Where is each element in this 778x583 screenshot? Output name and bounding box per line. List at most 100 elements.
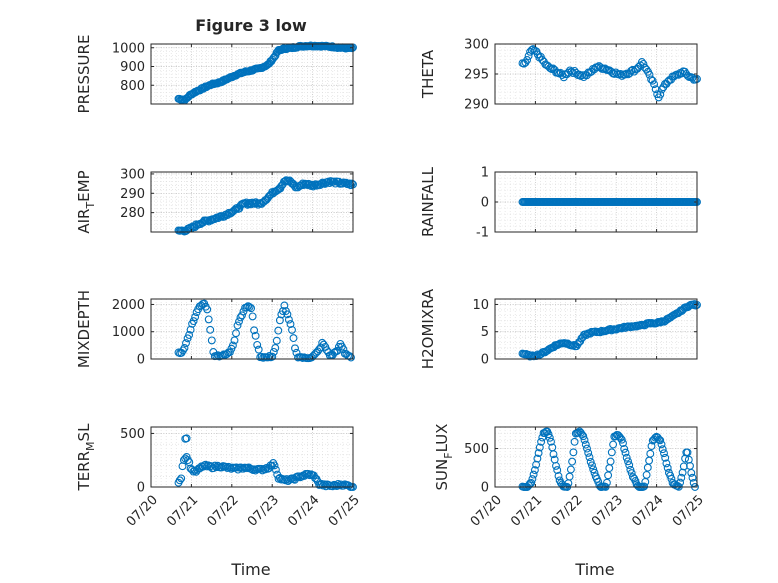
axes-box	[150, 426, 354, 488]
data-point	[581, 440, 590, 449]
data-point	[606, 457, 615, 466]
data-point	[268, 352, 277, 361]
data-point	[524, 52, 533, 60]
data-point	[648, 76, 657, 85]
data-point	[286, 320, 295, 329]
y-tick-label: 10	[472, 298, 489, 313]
data-point	[663, 463, 672, 472]
data-point	[204, 315, 213, 324]
data-point	[304, 469, 313, 478]
subplot-pressure: 800 900 1000 PRESSURE	[75, 35, 357, 114]
data-point	[274, 326, 283, 335]
data-point	[284, 315, 293, 324]
y-tick-label: 295	[464, 68, 489, 83]
data-point	[235, 317, 243, 326]
data-point	[657, 440, 666, 449]
axes-box	[150, 43, 354, 105]
data-point	[586, 457, 595, 466]
y-tick-label: 0	[137, 481, 145, 496]
data-point	[263, 353, 272, 362]
y-tick-label: 900	[120, 60, 145, 75]
y-tick-label: 0	[481, 353, 489, 368]
data-point	[647, 442, 656, 451]
data-point	[271, 465, 280, 474]
y-axis-label: MIXDEPTH	[75, 290, 93, 368]
y-tick-label: 2000	[112, 298, 145, 313]
data-point	[553, 466, 562, 475]
subplot-mixdepth: 0 1000 2000 MIXDEPTH	[75, 290, 355, 368]
data-point	[677, 473, 686, 482]
data-point	[190, 466, 199, 475]
data-point	[628, 65, 637, 74]
data-point	[289, 334, 298, 343]
y-tick-label: 1	[481, 166, 489, 181]
data-point	[679, 462, 688, 471]
axes-box	[494, 426, 698, 488]
data-point	[646, 449, 655, 458]
data-point	[262, 463, 271, 472]
subplot-air: 280 290 300 AIRTEMP	[75, 167, 357, 236]
axes-box	[150, 298, 354, 360]
data-point	[206, 325, 215, 334]
y-axis-label: TERRMSL	[75, 423, 97, 492]
data-point	[617, 435, 626, 444]
data-point	[545, 433, 554, 442]
y-tick-label: 0	[137, 353, 145, 368]
data-point	[242, 303, 251, 312]
figure-title: Figure 3 low	[195, 16, 307, 35]
data-point	[549, 450, 558, 459]
y-tick-label: 800	[120, 79, 145, 94]
data-point	[232, 329, 240, 338]
data-point	[624, 457, 632, 466]
data-point	[257, 352, 266, 361]
y-tick-label: 500	[464, 442, 489, 457]
data-point	[183, 456, 192, 465]
data-point	[604, 471, 613, 480]
data-point	[272, 336, 281, 345]
data-point	[568, 457, 577, 466]
data-point	[625, 461, 634, 470]
x-axis-label-left: Time	[230, 560, 270, 579]
y-tick-label: 290	[120, 187, 145, 202]
data-point	[245, 303, 254, 312]
data-point	[621, 70, 629, 79]
y-axis-label: RAINFALL	[419, 166, 437, 237]
data-point	[186, 325, 195, 334]
data-point	[579, 432, 588, 441]
data-point	[230, 336, 239, 345]
data-point	[535, 443, 544, 452]
axes-box	[150, 171, 354, 233]
data-point	[583, 444, 591, 453]
data-point	[247, 304, 256, 313]
data-point	[584, 448, 593, 457]
data-point	[662, 459, 671, 468]
data-point	[238, 311, 246, 320]
y-axis-label: SUNFLUX	[433, 424, 455, 491]
subplot-theta: 290 295 300 THETA	[419, 38, 701, 113]
data-point	[588, 461, 596, 470]
data-point	[253, 340, 262, 349]
data-point	[233, 321, 242, 330]
y-axis-label: THETA	[419, 49, 437, 99]
data-point	[676, 478, 685, 487]
data-point	[529, 470, 538, 479]
y-tick-label: 300	[120, 167, 145, 182]
data-point	[248, 312, 257, 321]
subplot-rainfall: -1 0 1 RAINFALL	[419, 166, 701, 241]
data-point	[288, 325, 296, 334]
data-point	[297, 353, 305, 362]
data-point	[191, 313, 200, 322]
data-point	[619, 439, 627, 448]
data-point	[283, 310, 292, 319]
data-point	[280, 301, 289, 310]
data-point	[544, 430, 553, 439]
data-point	[347, 179, 356, 188]
data-point	[203, 305, 212, 314]
data-point	[251, 331, 260, 340]
data-point	[679, 305, 688, 314]
data-point	[228, 341, 237, 350]
y-axis-label: PRESSURE	[75, 35, 93, 114]
x-axis-label-right: Time	[574, 560, 614, 579]
data-point	[177, 474, 186, 483]
data-point	[527, 46, 536, 54]
